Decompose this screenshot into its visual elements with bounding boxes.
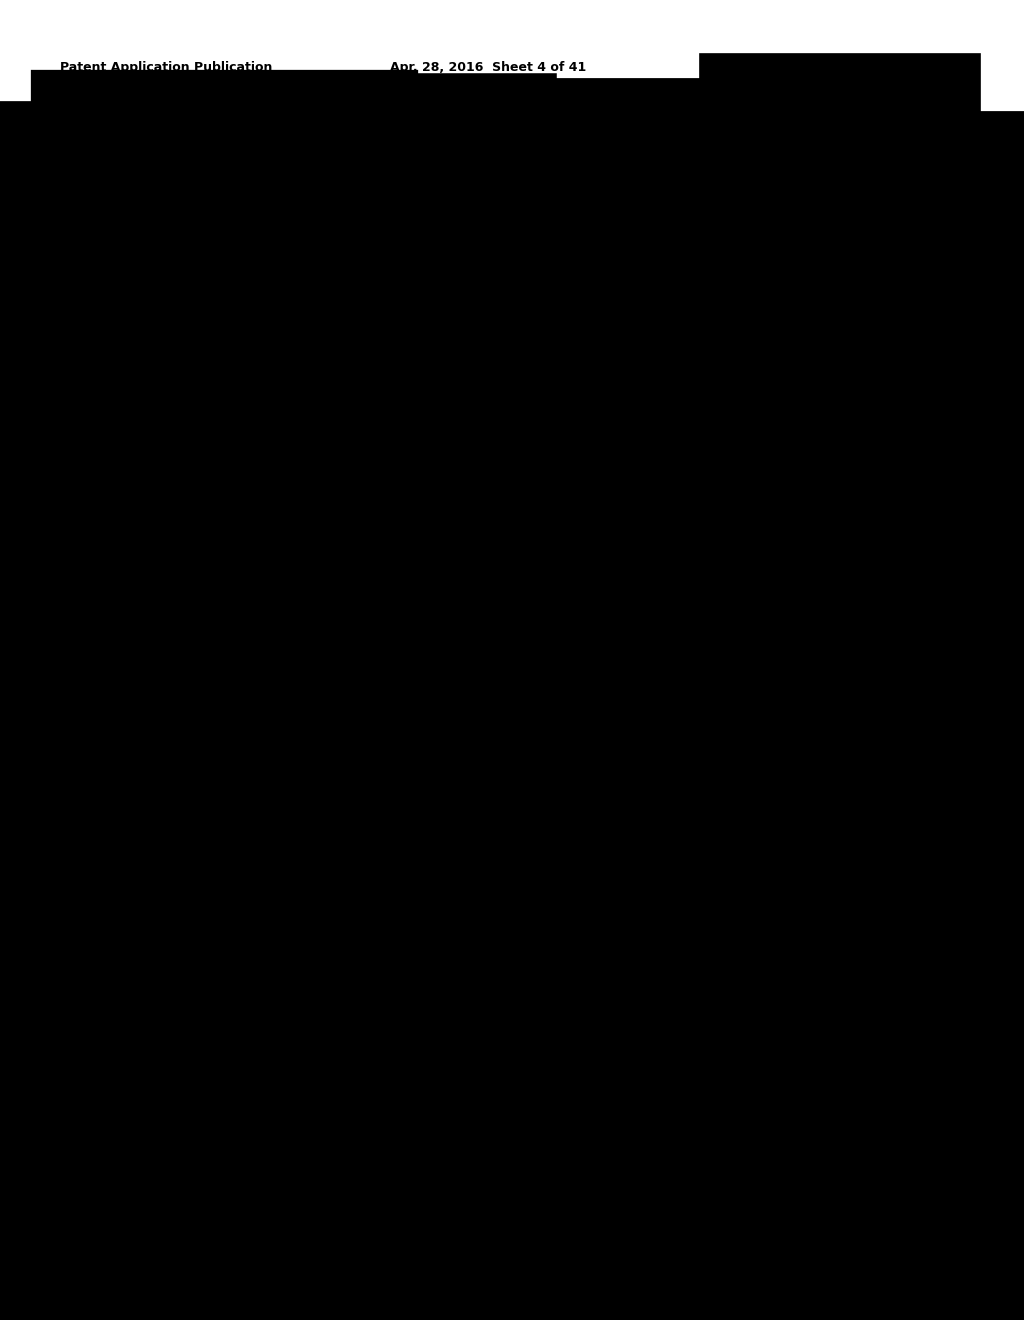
Text: 304: 304 (89, 682, 113, 692)
Text: SENSOR: SENSOR (682, 216, 736, 230)
Text: TRANSDUCER 328: TRANSDUCER 328 (609, 1118, 728, 1130)
FancyBboxPatch shape (530, 754, 756, 857)
Text: 336: 336 (379, 1133, 401, 1143)
Polygon shape (169, 451, 459, 535)
Text: AIR: AIR (697, 197, 720, 210)
FancyBboxPatch shape (104, 1026, 536, 1206)
Text: BODY: BODY (210, 923, 246, 936)
Text: ESTIMATED: ESTIMATED (190, 903, 265, 916)
Text: BUTTON: BUTTON (839, 323, 894, 337)
Text: 310: 310 (213, 378, 237, 388)
FancyBboxPatch shape (22, 632, 181, 733)
Text: DIGITAL PORT(S): DIGITAL PORT(S) (173, 360, 278, 371)
Text: AMBIENT: AMBIENT (679, 177, 739, 190)
Text: 330: 330 (672, 940, 696, 953)
Text: 612: 612 (203, 1151, 225, 1162)
Text: COMM 338: COMM 338 (68, 564, 134, 574)
FancyBboxPatch shape (607, 149, 811, 286)
Text: SENSOR 308: SENSOR 308 (183, 209, 266, 222)
Polygon shape (496, 692, 792, 764)
Text: TEMPERATURE: TEMPERATURE (168, 1133, 260, 1143)
Text: 612: 612 (216, 962, 241, 975)
FancyBboxPatch shape (412, 297, 603, 391)
Text: WIRELESS: WIRELESS (70, 545, 132, 554)
FancyBboxPatch shape (104, 149, 346, 276)
Text: SIGN(S): SIGN(S) (402, 927, 454, 940)
Polygon shape (534, 882, 810, 1001)
Text: 322: 322 (696, 236, 721, 249)
Text: DIFFERENCE 608: DIFFERENCE 608 (596, 639, 707, 652)
Text: TEMPERATURE: TEMPERATURE (314, 634, 412, 647)
Polygon shape (524, 873, 800, 991)
Text: 336: 336 (416, 946, 440, 960)
Text: 306: 306 (854, 345, 879, 358)
FancyBboxPatch shape (120, 1072, 308, 1183)
FancyBboxPatch shape (261, 594, 465, 750)
Text: AT LEAST: AT LEAST (653, 900, 715, 913)
Text: ESTIMATED: ESTIMATED (178, 1097, 250, 1107)
Text: BODY: BODY (197, 1115, 231, 1125)
Text: 400: 400 (827, 157, 852, 169)
Text: VARIATION-: VARIATION- (605, 800, 681, 813)
Text: IMAGE: IMAGE (647, 1097, 690, 1110)
Text: ESTIMATOR 318: ESTIMATOR 318 (310, 653, 416, 667)
Text: BIAS 610: BIAS 610 (622, 723, 681, 737)
Polygon shape (323, 890, 518, 979)
Text: DIGITAL: DIGITAL (299, 469, 351, 482)
Text: 316: 316 (355, 222, 380, 235)
Text: TEMPERATURE: TEMPERATURE (179, 942, 276, 956)
Text: 334: 334 (386, 821, 411, 833)
Text: CALIBRATION: CALIBRATION (606, 619, 695, 631)
Text: SIGN(S): SIGN(S) (366, 1115, 415, 1125)
Text: Apr. 28, 2016  Sheet 4 of 41: Apr. 28, 2016 Sheet 4 of 41 (390, 62, 587, 74)
FancyBboxPatch shape (547, 1045, 791, 1170)
Polygon shape (73, 883, 356, 986)
Text: DIGITAL INFRARED: DIGITAL INFRARED (163, 186, 287, 199)
FancyBboxPatch shape (22, 512, 181, 612)
Text: TWO IMAGES: TWO IMAGES (641, 920, 727, 933)
Text: BATTERY: BATTERY (74, 663, 129, 672)
FancyBboxPatch shape (784, 284, 949, 393)
Polygon shape (496, 598, 792, 678)
Text: 404: 404 (213, 315, 237, 325)
Text: A/D 402: A/D 402 (481, 339, 532, 352)
FancyBboxPatch shape (106, 280, 343, 345)
Text: US 2016/0113511 A1: US 2016/0113511 A1 (700, 62, 847, 74)
Text: SIGNAL(S) 312: SIGNAL(S) 312 (276, 508, 374, 521)
FancyBboxPatch shape (106, 347, 343, 405)
Text: GENERATOR: GENERATOR (357, 800, 438, 813)
FancyBboxPatch shape (324, 1072, 457, 1183)
Text: Patent Application Publication: Patent Application Publication (60, 62, 272, 74)
FancyBboxPatch shape (296, 754, 500, 857)
Text: SIGNAL: SIGNAL (343, 202, 392, 214)
Text: FIG. 4: FIG. 4 (105, 1247, 155, 1262)
Text: ANALOG PORT(S): ANALOG PORT(S) (171, 296, 279, 306)
Text: READOUT: READOUT (293, 488, 357, 502)
Text: VITAL: VITAL (410, 907, 446, 920)
FancyBboxPatch shape (213, 545, 891, 873)
Text: AMPLIFIER 332: AMPLIFIER 332 (593, 821, 692, 833)
Text: MICROPROCESSOR 302: MICROPROCESSOR 302 (414, 566, 586, 579)
Text: INFRARED: INFRARED (334, 181, 401, 194)
Text: DISPLAY DEVICE 314: DISPLAY DEVICE 314 (248, 1048, 392, 1061)
Text: VITAL SIGN: VITAL SIGN (360, 780, 435, 793)
Text: SOLID-STATE: SOLID-STATE (627, 1077, 712, 1090)
Text: TEMPORAL-: TEMPORAL- (604, 780, 682, 793)
Text: VITAL: VITAL (373, 1097, 408, 1107)
